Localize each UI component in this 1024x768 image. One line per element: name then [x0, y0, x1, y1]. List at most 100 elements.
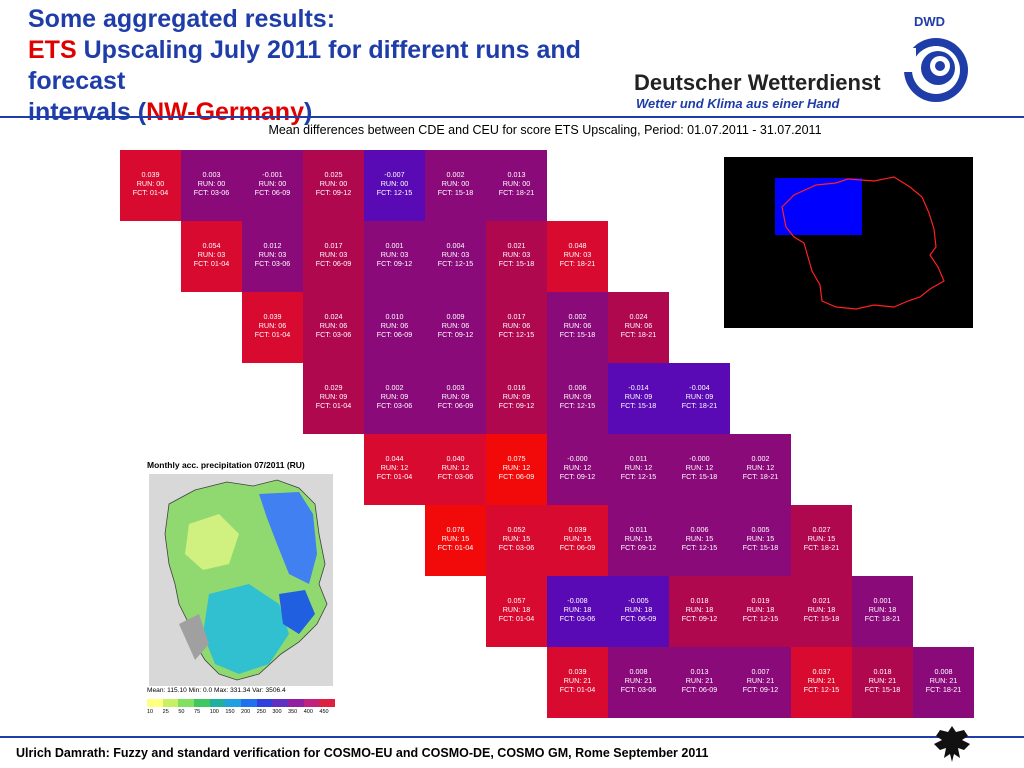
matrix-cell-run09-fct18-21: -0.004 RUN: 09 FCT: 18-21: [669, 363, 730, 434]
cell-value: 0.008: [934, 667, 953, 676]
cell-value: 0.002: [446, 170, 465, 179]
cell-value: 0.004: [446, 241, 465, 250]
verification-region-map: [724, 157, 973, 328]
footer-divider: [0, 736, 1024, 738]
cell-value: 0.005: [751, 525, 770, 534]
matrix-cell-run18-fct18-21: 0.001 RUN: 18 FCT: 18-21: [852, 576, 913, 647]
precip-color-scale: [147, 699, 336, 707]
cell-value: 0.075: [507, 454, 526, 463]
cell-fct: FCT: 01-04: [193, 259, 230, 268]
cell-run: RUN: 00: [136, 179, 165, 188]
cell-fct: FCT: 01-04: [559, 685, 596, 694]
matrix-cell-run21-fct06-09: 0.013 RUN: 21 FCT: 06-09: [669, 647, 730, 718]
cell-fct: FCT: 01-04: [132, 188, 169, 197]
cell-value: -0.005: [628, 596, 649, 605]
cell-fct: FCT: 01-04: [254, 330, 291, 339]
cell-fct: FCT: 12-15: [681, 543, 718, 552]
cell-run: RUN: 18: [746, 605, 775, 614]
cell-run: RUN: 18: [868, 605, 897, 614]
matrix-cell-run09-fct12-15: 0.006 RUN: 09 FCT: 12-15: [547, 363, 608, 434]
precip-scale-swatch: [319, 699, 336, 707]
matrix-cell-run09-fct03-06: 0.002 RUN: 09 FCT: 03-06: [364, 363, 425, 434]
cell-run: RUN: 03: [258, 250, 287, 259]
cell-run: RUN: 06: [624, 321, 653, 330]
cell-fct: FCT: 12-15: [498, 330, 535, 339]
cell-value: 0.029: [324, 383, 343, 392]
cell-value: 0.009: [446, 312, 465, 321]
cell-fct: FCT: 09-12: [376, 259, 413, 268]
cell-run: RUN: 00: [502, 179, 531, 188]
cell-value: 0.018: [690, 596, 709, 605]
precip-scale-label: 250: [256, 709, 266, 715]
cell-fct: FCT: 06-09: [681, 685, 718, 694]
matrix-cell-run21-fct01-04: 0.039 RUN: 21 FCT: 01-04: [547, 647, 608, 718]
cell-run: RUN: 09: [624, 392, 653, 401]
cell-run: RUN: 15: [502, 534, 531, 543]
title-line-2: ETS Upscaling July 2011 for different ru…: [28, 35, 628, 97]
cell-run: RUN: 21: [624, 676, 653, 685]
cell-value: 0.016: [507, 383, 526, 392]
slide-title: Some aggregated results: ETS Upscaling J…: [28, 4, 628, 128]
cell-value: 0.054: [202, 241, 221, 250]
dwd-abbr: DWD: [914, 14, 946, 29]
matrix-cell-run00-fct18-21: 0.013 RUN: 00 FCT: 18-21: [486, 150, 547, 221]
cell-fct: FCT: 09-12: [559, 472, 596, 481]
cell-run: RUN: 21: [807, 676, 836, 685]
cell-value: 0.012: [263, 241, 282, 250]
matrix-cell-run06-fct03-06: 0.024 RUN: 06 FCT: 03-06: [303, 292, 364, 363]
cell-fct: FCT: 03-06: [437, 472, 474, 481]
cell-run: RUN: 09: [380, 392, 409, 401]
precip-germany-map-icon: [149, 474, 333, 686]
cell-run: RUN: 06: [258, 321, 287, 330]
cell-fct: FCT: 09-12: [498, 401, 535, 410]
matrix-cell-run21-fct09-12: 0.007 RUN: 21 FCT: 09-12: [730, 647, 791, 718]
cell-run: RUN: 18: [685, 605, 714, 614]
cell-fct: FCT: 12-15: [803, 685, 840, 694]
cell-run: RUN: 03: [441, 250, 470, 259]
matrix-cell-run15-fct06-09: 0.039 RUN: 15 FCT: 06-09: [547, 505, 608, 576]
cell-fct: FCT: 15-18: [559, 330, 596, 339]
matrix-cell-run15-fct03-06: 0.052 RUN: 15 FCT: 03-06: [486, 505, 547, 576]
cell-run: RUN: 15: [441, 534, 470, 543]
precip-scale-swatch: [272, 699, 289, 707]
precip-scale-swatch: [178, 699, 195, 707]
cell-run: RUN: 03: [380, 250, 409, 259]
cell-run: RUN: 09: [685, 392, 714, 401]
cell-fct: FCT: 18-21: [742, 472, 779, 481]
cell-value: -0.000: [567, 454, 588, 463]
precip-scale-swatch: [209, 699, 226, 707]
cell-value: 0.044: [385, 454, 404, 463]
matrix-cell-run06-fct01-04: 0.039 RUN: 06 FCT: 01-04: [242, 292, 303, 363]
cell-run: RUN: 06: [441, 321, 470, 330]
cell-value: 0.017: [324, 241, 343, 250]
cell-value: -0.008: [567, 596, 588, 605]
cell-run: RUN: 12: [624, 463, 653, 472]
matrix-cell-run12-fct12-15: 0.011 RUN: 12 FCT: 12-15: [608, 434, 669, 505]
cell-run: RUN: 00: [197, 179, 226, 188]
cell-value: -0.004: [689, 383, 710, 392]
matrix-cell-run12-fct03-06: 0.040 RUN: 12 FCT: 03-06: [425, 434, 486, 505]
cell-fct: FCT: 09-12: [620, 543, 657, 552]
cell-value: 0.008: [629, 667, 648, 676]
cell-value: 0.006: [568, 383, 587, 392]
cell-value: 0.037: [812, 667, 831, 676]
precip-scale-label: 75: [194, 709, 201, 715]
matrix-title: Mean differences between CDE and CEU for…: [268, 123, 822, 137]
matrix-cell-run18-fct15-18: 0.021 RUN: 18 FCT: 15-18: [791, 576, 852, 647]
cell-run: RUN: 12: [441, 463, 470, 472]
cell-run: RUN: 12: [563, 463, 592, 472]
cell-value: -0.001: [262, 170, 283, 179]
cell-run: RUN: 18: [807, 605, 836, 614]
cell-run: RUN: 21: [563, 676, 592, 685]
cell-value: 0.007: [751, 667, 770, 676]
cell-fct: FCT: 03-06: [254, 259, 291, 268]
dwd-spiral-logo-icon: [896, 28, 976, 108]
matrix-cell-run03-fct01-04: 0.054 RUN: 03 FCT: 01-04: [181, 221, 242, 292]
precip-scale-label: 400: [303, 709, 313, 715]
cell-fct: FCT: 09-12: [437, 330, 474, 339]
precip-map-stats: Mean: 115.10 Min: 0.0 Max: 331.34 Var: 3…: [147, 687, 286, 694]
title-line-3-start: intervals (: [28, 98, 147, 126]
cell-fct: FCT: 12-15: [437, 259, 474, 268]
cell-fct: FCT: 18-21: [925, 685, 962, 694]
cell-run: RUN: 06: [502, 321, 531, 330]
